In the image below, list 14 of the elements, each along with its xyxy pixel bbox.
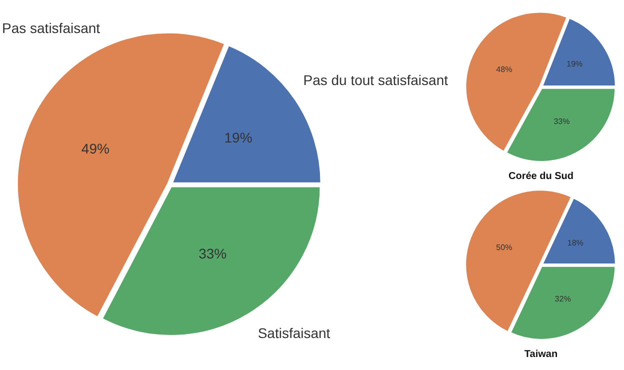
data-label: 18% (567, 238, 584, 248)
data-label: 48% (496, 64, 512, 74)
text: Taiwan (524, 348, 558, 360)
slice-label: Satisfaisant (258, 324, 330, 341)
data-label: 33% (198, 246, 227, 262)
data-label: 49% (81, 140, 110, 157)
data-label: 19% (224, 130, 252, 146)
data-label: 33% (554, 117, 570, 126)
slice-label: Pas satisfaisant (2, 20, 100, 36)
data-label: 32% (554, 294, 571, 304)
text: Corée du Sud (508, 170, 574, 182)
slice-label: Pas du tout satisfaisant (303, 72, 448, 88)
data-label: 19% (566, 59, 583, 68)
data-label: 50% (496, 242, 512, 252)
